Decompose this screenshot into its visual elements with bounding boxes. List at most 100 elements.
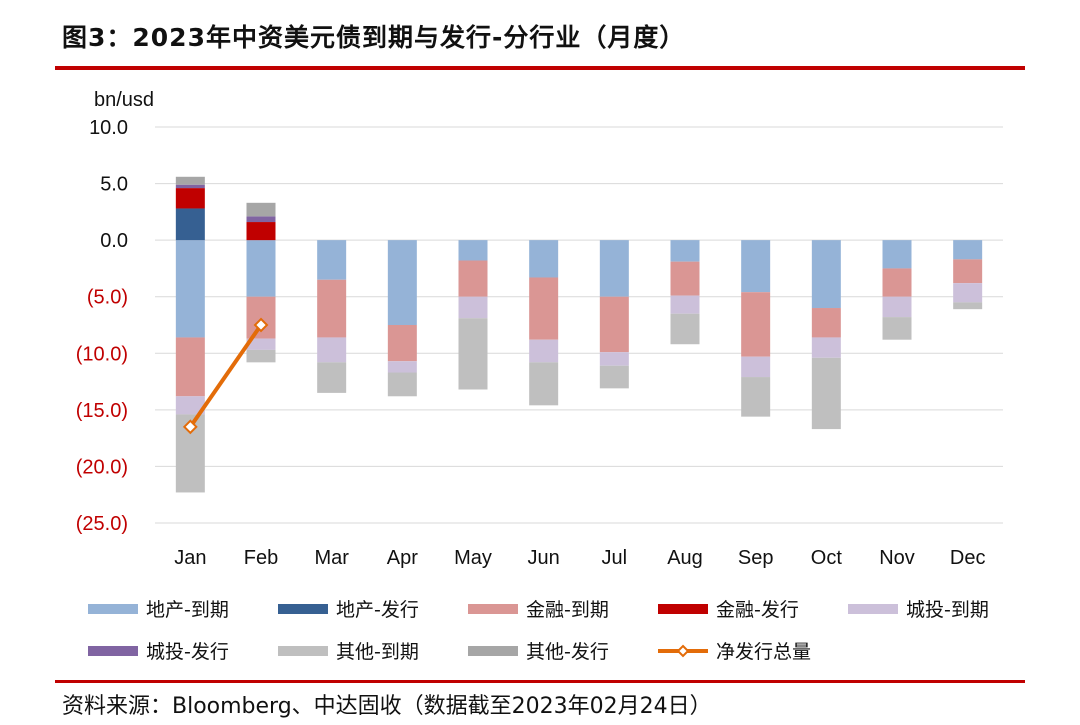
bar-segment [741,240,771,293]
bar-segment [811,337,841,358]
title-rule [55,66,1025,70]
chart-area: 10.0 5.0 0.0 (5.0) (10.0) (15.0) (20.0) (25.0) b… [76,89,1003,663]
bar-segment [246,349,276,363]
bar-segment [670,295,700,314]
legend-line-marker [676,644,690,658]
legend-label: 地产-到期 [146,599,229,621]
bar-segment [246,222,276,241]
legend-label: 其他-到期 [336,641,419,663]
x-tick-label: Nov [879,547,915,569]
bar-segment [317,279,347,338]
y-axis-unit: bn/usd [94,89,154,111]
bar-segment [599,365,629,389]
legend-swatch [278,646,328,656]
chart-title: 图3：2023年中资美元债到期与发行-分行业（月度） [62,23,686,52]
y-tick-label: 10.0 [89,117,128,139]
y-tick-label: (10.0) [76,343,128,365]
bar-segment [529,339,559,363]
bar-segment [175,337,205,397]
bar-segment [953,302,983,310]
bar-segment [882,317,912,340]
bar-segment [811,357,841,430]
bar-segment [599,296,629,353]
x-tick-label: Sep [738,547,774,569]
y-tick-label: (25.0) [76,513,128,535]
legend-label: 金融-到期 [526,599,609,621]
bar-segment [175,240,205,338]
x-tick-label: Jun [528,547,560,569]
x-tick-label: Apr [387,547,418,569]
bar-segment [529,277,559,340]
x-tick-label: May [454,547,492,569]
bar-segment [529,240,559,278]
x-tick-label: Dec [950,547,986,569]
bar-segment [670,240,700,262]
x-tick-label: Aug [667,547,703,569]
net-issuance-marker [253,317,269,333]
x-tick-label: Jan [174,547,206,569]
y-tick-label: (15.0) [76,400,128,422]
legend-label: 净发行总量 [716,641,811,663]
x-tick-label: Oct [811,547,843,569]
y-axis-ticks: 10.0 5.0 0.0 (5.0) (10.0) (15.0) (20.0) (25.0) b… [76,89,154,535]
legend-label: 其他-发行 [526,641,609,663]
bar-segment [953,283,983,303]
bar-segment [458,240,488,261]
bar-segment [599,352,629,366]
bar-segment [599,240,629,297]
y-tick-label: (5.0) [87,287,128,309]
bar-segment [175,396,205,415]
legend-swatch [848,604,898,614]
bar-segment [811,240,841,309]
legend-label: 城投-到期 [906,599,989,621]
bar-segment [246,338,276,350]
legend-label: 金融-发行 [716,599,799,621]
bar-segment [741,377,771,417]
net-issuance-marker [182,419,198,435]
bar-segment [529,362,559,406]
legend-swatch [88,646,138,656]
bar-segment [458,260,488,297]
bar-segment [387,361,417,373]
bar-segment [175,208,205,241]
x-axis-ticks: Jan Feb Mar Apr May Jun Jul Aug Sep Oct Nov Dec [174,547,985,569]
y-tick-label: 0.0 [100,230,128,252]
bar-segment [882,268,912,297]
legend-swatch [88,604,138,614]
net-issuance-polyline [188,323,263,429]
legend-swatch [468,604,518,614]
x-tick-label: Jul [602,547,628,569]
bar-segment [387,240,417,325]
bar-segment [953,259,983,284]
bar-segment [246,216,276,223]
source-rule [55,680,1025,683]
bar-segment [387,325,417,362]
legend-swatch [278,604,328,614]
y-tick-label: 5.0 [100,174,128,196]
bar-segment [175,184,205,189]
bar-segment [458,318,488,390]
bar-segment [741,292,771,357]
x-tick-label: Feb [244,547,278,569]
bar-segment [175,188,205,209]
bar-segment [670,261,700,296]
bar-segment [317,337,347,363]
bar-segment [811,308,841,338]
bar-segment [175,176,205,185]
bar-segment [670,313,700,345]
bar-segment [246,202,276,217]
legend-label: 地产-发行 [336,599,419,621]
net-issuance-line [182,317,269,435]
bar-segment [246,240,276,297]
bar-segment [317,362,347,393]
bar-segment [882,240,912,269]
legend-swatch [468,646,518,656]
bar-segment [882,296,912,318]
bar-segment [317,240,347,280]
bar-segment [741,356,771,378]
source-note: 资料来源：Bloomberg、中达固收（数据截至2023年02月24日） [62,694,712,719]
bar-segment [458,296,488,319]
bars [175,176,983,493]
bar-segment [387,372,417,397]
